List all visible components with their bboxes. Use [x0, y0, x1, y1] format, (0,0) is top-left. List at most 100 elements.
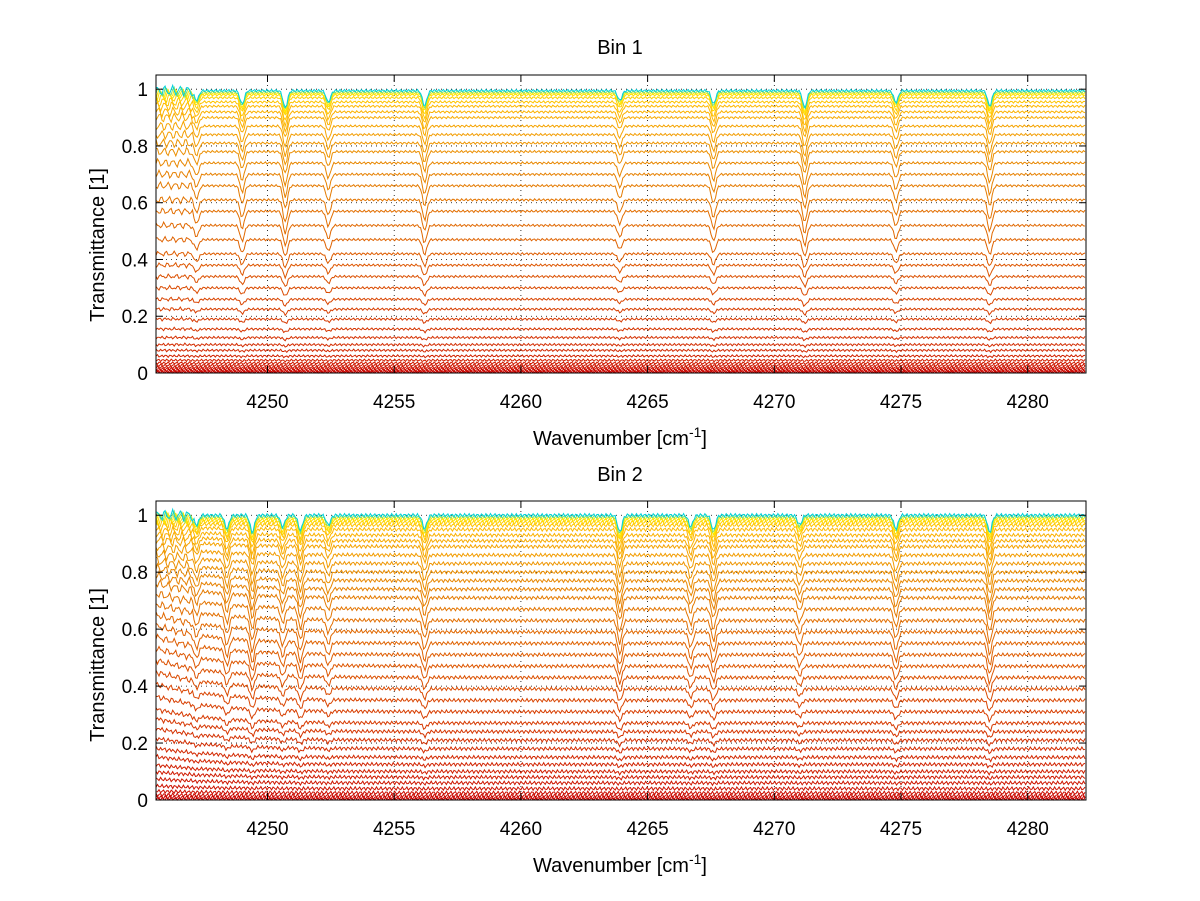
x-axis-label-superscript: -1 [689, 424, 702, 440]
spectrum-series-line [155, 326, 1086, 334]
y-axis-label: Transmittance [1] [87, 168, 109, 322]
spectrum-series-line [155, 578, 1086, 621]
x-tick-label: 4250 [246, 819, 288, 840]
spectrum-series-line [155, 306, 1086, 317]
x-tick-label: 4270 [753, 819, 795, 840]
spectrum-series-line [155, 556, 1086, 594]
spectrum-series-line [155, 157, 1086, 188]
spectrum-series-line [155, 770, 1086, 781]
x-tick-label: 4265 [626, 819, 668, 840]
spectrum-series-line [155, 111, 1086, 138]
x-tick-label: 4265 [626, 392, 668, 413]
spectrum-series-line [155, 707, 1086, 733]
x-tick-label: 4280 [1007, 819, 1049, 840]
y-tick-label: 0.2 [122, 734, 148, 755]
chart-title: Bin 1 [597, 37, 643, 59]
spectrum-series-line [155, 363, 1086, 368]
spectrum-series-line [155, 273, 1086, 289]
spectrum-series-line [155, 87, 1086, 114]
panel-bin-2: Bin 2 4250 4255 4260 4265 4270 4275 4280 0 0.2 0.… [87, 464, 1087, 877]
y-tick-label: 0.4 [122, 677, 149, 698]
x-tick-label: 4275 [880, 819, 922, 840]
spectrum-series-line [155, 129, 1086, 158]
spectrum-series-line [155, 361, 1086, 366]
x-axis-label: Wavenumber [cm-1] [533, 424, 707, 450]
y-axis-label: Transmittance [1] [87, 588, 109, 742]
spectrum-series-line [155, 250, 1086, 269]
spectrum-series-line [155, 353, 1086, 359]
plot-area-frame [155, 500, 1087, 801]
spectrum-series-line [155, 520, 1086, 551]
spectrum-series-line [155, 525, 1086, 557]
spectrum-series-line [155, 168, 1086, 199]
spectrum-series-line [155, 88, 1086, 116]
spectrum-series-line [155, 365, 1086, 370]
spectrum-series-line [155, 669, 1086, 703]
spectrum-series-line [155, 100, 1086, 129]
spectrum-series-line [155, 516, 1086, 545]
y-tick-label: 1 [137, 506, 148, 527]
y-tick-label: 0.8 [122, 563, 148, 584]
spectrum-series-line [155, 726, 1086, 748]
y-tick-label: 0.2 [122, 307, 148, 328]
spectrum-series-line [155, 542, 1086, 578]
spectrum-series-line [155, 694, 1086, 724]
spectrum-series-line [155, 788, 1086, 796]
chart-title: Bin 2 [597, 464, 643, 486]
spectrum-series-line [155, 745, 1086, 763]
spectrum-series-line [155, 776, 1086, 787]
y-tick-label: 0.6 [122, 194, 148, 215]
spectrum-series-line [155, 358, 1086, 363]
x-tick-label: 4280 [1007, 392, 1049, 413]
x-tick-label: 4270 [753, 392, 795, 413]
spectrum-series-line [155, 591, 1086, 633]
spectrum-series-line [155, 535, 1086, 569]
spectrum-series-line [155, 763, 1086, 777]
grid [156, 75, 1086, 373]
y-tick-label: 0.6 [122, 620, 148, 641]
y-tick-label: 1 [137, 80, 148, 101]
plot-area-frame [155, 74, 1087, 374]
spectrum-series-line [155, 138, 1086, 167]
spectrum-series-line [155, 717, 1086, 740]
spectrum-series-line [155, 600, 1086, 645]
y-tick-label: 0 [137, 791, 148, 812]
x-tick-label: 4250 [246, 392, 288, 413]
spectrum-series-line [155, 507, 1086, 535]
x-axis-label-main: Wavenumber [cm [533, 428, 689, 450]
x-tick-label: 4260 [500, 392, 542, 413]
spectrum-series-line [155, 83, 1086, 110]
spectrum-series-line [155, 146, 1086, 174]
x-tick-label: 4255 [373, 819, 415, 840]
series-group [155, 507, 1086, 801]
spectrum-series-line [155, 348, 1086, 354]
spectrum-series-line [155, 335, 1086, 342]
y-tick-label: 0.4 [122, 250, 149, 271]
spectrum-series-line [155, 681, 1086, 714]
spectrum-series-line [155, 316, 1086, 325]
spectrum-series-line [155, 180, 1086, 210]
x-axis-label-superscript: -1 [689, 851, 702, 867]
spectrum-series-line [155, 342, 1086, 349]
spectrum-series-line [155, 195, 1086, 223]
spectrum-series-line [155, 562, 1086, 605]
spectrum-series-line [155, 511, 1086, 541]
x-axis-label-end: ] [701, 855, 707, 877]
x-tick-label: 4275 [880, 392, 922, 413]
spectrum-series-line [155, 220, 1086, 248]
axis-ticks: 4250 4255 4260 4265 4270 4275 4280 0 0.2 0.4 0.6 0.… [122, 75, 1086, 413]
x-axis-label-main: Wavenumber [cm [533, 855, 689, 877]
x-axis-label-end: ] [701, 428, 707, 450]
x-tick-label: 4255 [373, 392, 415, 413]
x-axis-label: Wavenumber [cm-1] [533, 851, 707, 877]
series-group [155, 83, 1086, 374]
spectrum-series-line [155, 119, 1086, 148]
spectrum-series-line [155, 296, 1086, 308]
y-tick-label: 0 [137, 364, 148, 385]
spectrum-series-line [155, 284, 1086, 298]
y-tick-label: 0.8 [122, 137, 148, 158]
spectrum-series-line [155, 633, 1086, 676]
spectrum-series-line [155, 366, 1086, 371]
x-tick-label: 4260 [500, 819, 542, 840]
spectrum-series-line [155, 658, 1086, 693]
